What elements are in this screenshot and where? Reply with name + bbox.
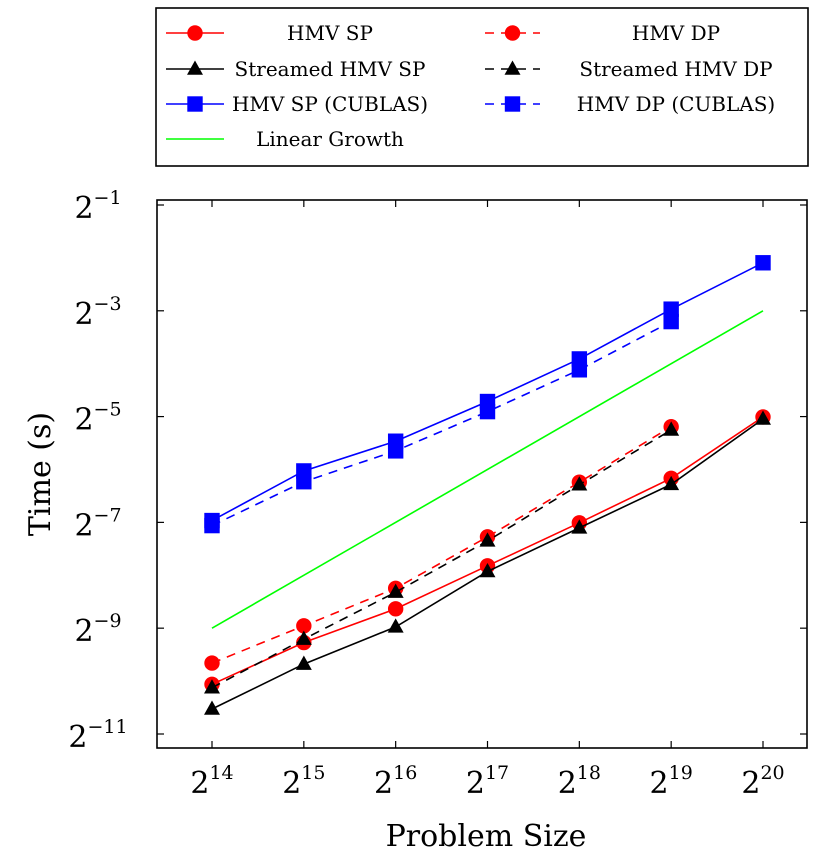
y-tick-label: 2−3 <box>74 293 121 332</box>
legend-box <box>155 7 809 167</box>
data-point-hmv-dp-cublas <box>663 313 679 330</box>
legend-entry-hmv-sp: HMV SP <box>166 21 373 45</box>
legend-entry-hmv-sp-cublas: HMV SP (CUBLAS) <box>166 92 428 116</box>
x-tick-label: 217 <box>466 762 509 801</box>
legend-marker <box>504 25 521 41</box>
series-line-streamed-hmv-dp <box>211 429 672 689</box>
data-point-streamed-hmv-sp <box>479 562 496 578</box>
data-point-hmv-sp <box>387 601 404 617</box>
x-tick-label: 218 <box>558 762 601 801</box>
series-streamed-hmv-dp <box>204 421 680 694</box>
series-line-hmv-sp <box>211 416 764 686</box>
legend-marker <box>504 96 521 112</box>
data-point-streamed-hmv-sp <box>295 655 312 670</box>
legend-label: Linear Growth <box>256 127 404 151</box>
series-line-hmv-dp <box>211 426 672 664</box>
x-tick-label: 216 <box>374 762 417 801</box>
data-point-hmv-dp-cublas <box>204 517 220 534</box>
y-tick-label: 2−11 <box>68 716 127 755</box>
data-point-hmv-dp-cublas <box>479 403 496 420</box>
x-tick-label: 219 <box>650 762 693 801</box>
data-point-streamed-hmv-dp <box>204 679 220 694</box>
x-tick-labels: 214 215 216 217 218 219 220 <box>190 762 784 801</box>
x-tick-label: 214 <box>190 762 233 801</box>
data-point-streamed-hmv-dp <box>571 476 588 491</box>
legend-label: Streamed HMV DP <box>579 57 772 81</box>
data-point-streamed-hmv-dp <box>479 532 496 547</box>
legend-marker <box>187 25 203 41</box>
x-tick-label: 215 <box>282 762 325 801</box>
series-hmv-dp <box>204 418 679 671</box>
data-point-hmv-dp <box>204 655 220 671</box>
data-point-hmv-sp-cublas <box>755 255 771 271</box>
y-axis-title: Time (s) <box>23 412 58 536</box>
legend-entry-streamed-hmv-sp: Streamed HMV SP <box>166 57 425 81</box>
data-point-streamed-hmv-sp <box>204 700 220 715</box>
plot-area <box>156 199 808 749</box>
data-point-streamed-hmv-dp <box>295 630 312 645</box>
series-line-hmv-dp-cublas <box>211 320 672 527</box>
data-point-streamed-hmv-sp <box>755 410 771 425</box>
legend-entry-linear-growth: Linear Growth <box>166 127 404 151</box>
y-tick-label: 2−9 <box>74 610 121 649</box>
legend-label: Streamed HMV SP <box>235 57 426 81</box>
series-linear-growth <box>211 310 764 629</box>
data-point-hmv-dp-cublas <box>296 474 312 490</box>
series-streamed-hmv-sp <box>204 410 771 715</box>
data-point-streamed-hmv-sp <box>387 618 404 633</box>
data-point-streamed-hmv-dp <box>387 583 404 598</box>
legend: HMV SP HMV DP Streamed HMV SP Streamed HMV … <box>155 7 809 167</box>
legend-marker <box>187 96 203 112</box>
x-axis-title: Problem Size <box>386 819 587 854</box>
legend-entry-hmv-dp-cublas: HMV DP (CUBLAS) <box>485 92 775 116</box>
y-tick-labels: 2−1 2−3 2−5 2−7 2−9 2−11 <box>68 187 127 755</box>
axis-ticks <box>157 200 807 748</box>
series-layer <box>204 255 771 715</box>
x-tick-label: 220 <box>741 762 784 801</box>
y-tick-label: 2−1 <box>74 187 121 226</box>
data-point-hmv-dp-cublas <box>571 362 588 378</box>
legend-entry-streamed-hmv-dp: Streamed HMV DP <box>485 57 773 81</box>
data-point-streamed-hmv-dp <box>663 421 680 436</box>
legend-label: HMV DP (CUBLAS) <box>577 92 775 116</box>
legend-label: HMV SP <box>287 21 373 45</box>
legend-marker <box>187 60 203 75</box>
legend-marker <box>504 60 521 75</box>
series-line-linear-growth <box>211 310 764 629</box>
legend-entry-hmv-dp: HMV DP <box>485 21 720 45</box>
y-tick-label: 2−7 <box>74 504 121 543</box>
series-line-hmv-sp-cublas <box>211 262 764 522</box>
data-point-streamed-hmv-sp <box>663 475 680 491</box>
y-tick-label: 2−5 <box>74 399 121 438</box>
legend-label: HMV DP <box>632 21 720 45</box>
series-hmv-sp-cublas <box>204 255 771 529</box>
series-hmv-dp-cublas <box>204 313 679 534</box>
legend-label: HMV SP (CUBLAS) <box>232 92 428 116</box>
data-point-streamed-hmv-sp <box>571 519 588 534</box>
series-hmv-sp <box>204 409 771 692</box>
data-point-hmv-dp-cublas <box>387 443 404 459</box>
